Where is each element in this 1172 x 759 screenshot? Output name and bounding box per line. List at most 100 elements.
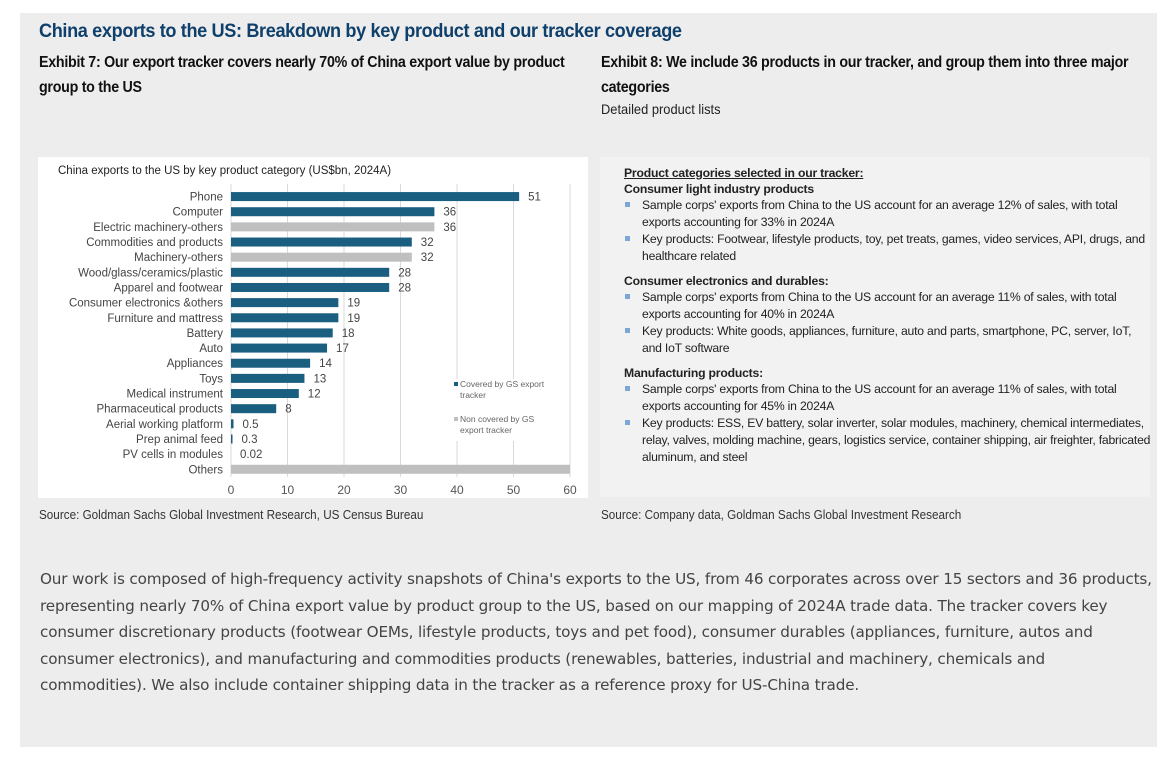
bar bbox=[231, 389, 299, 399]
bar bbox=[231, 267, 390, 277]
bullet-item: Key products: White goods, appliances, f… bbox=[624, 323, 1154, 357]
bullet-item: Key products: Footwear, lifestyle produc… bbox=[624, 231, 1154, 265]
bar bbox=[231, 464, 570, 474]
category-label: Others bbox=[188, 464, 223, 476]
bar bbox=[231, 298, 339, 308]
square-bullet-icon bbox=[625, 420, 630, 425]
labels-layer: Phone 51 Computer 36 Electric machinery-othe… bbox=[69, 192, 541, 477]
value-label: 18 bbox=[342, 328, 355, 340]
x-tick-label: 30 bbox=[394, 483, 408, 497]
chart-svg: China exports to the US by key product c… bbox=[58, 165, 577, 497]
category-label: Medical instrument bbox=[126, 389, 223, 401]
category-title: Consumer light industry products bbox=[624, 182, 814, 196]
bar bbox=[231, 207, 435, 217]
bullet-text: Sample corps' exports from China to the … bbox=[642, 198, 1118, 229]
x-tick-label: 20 bbox=[337, 483, 351, 497]
bar bbox=[231, 434, 233, 444]
bar bbox=[231, 237, 412, 247]
value-label: 13 bbox=[313, 373, 326, 385]
category-label: Aerial working platform bbox=[106, 419, 223, 431]
legend-swatch-covered bbox=[454, 382, 458, 386]
category-block: Consumer light industry products Sample c… bbox=[624, 181, 1154, 265]
value-label: 36 bbox=[443, 207, 456, 219]
bullet-text: Key products: ESS, EV battery, solar inv… bbox=[642, 416, 1151, 464]
category-label: Toys bbox=[199, 373, 223, 385]
page-title: China exports to the US: Breakdown by ke… bbox=[39, 20, 682, 42]
square-bullet-icon bbox=[625, 236, 630, 241]
value-label: 19 bbox=[347, 313, 360, 325]
category-label: Electric machinery-others bbox=[93, 222, 223, 234]
exhibit-7-source: Source: Goldman Sachs Global Investment … bbox=[39, 507, 424, 522]
exhibit-8-source: Source: Company data, Goldman Sachs Glob… bbox=[601, 507, 962, 522]
category-label: Phone bbox=[190, 192, 223, 204]
square-bullet-icon bbox=[625, 294, 630, 299]
value-label: 0.02 bbox=[240, 449, 262, 461]
category-label: Auto bbox=[199, 343, 223, 355]
category-label: Consumer electronics &others bbox=[69, 298, 223, 310]
square-bullet-icon bbox=[625, 328, 630, 333]
bullet-text: Key products: Footwear, lifestyle produc… bbox=[642, 232, 1145, 263]
value-label: 32 bbox=[421, 252, 434, 264]
x-tick-label: 10 bbox=[281, 483, 295, 497]
legend-not-covered-line2: export tracker bbox=[460, 425, 512, 435]
category-title: Manufacturing products: bbox=[624, 366, 763, 380]
value-label: 51 bbox=[528, 192, 541, 204]
legend-swatch-not-covered bbox=[454, 417, 458, 421]
bar bbox=[231, 343, 328, 353]
grid-layer bbox=[230, 184, 571, 477]
value-label: 36 bbox=[443, 222, 456, 234]
value-label: 12 bbox=[308, 389, 321, 401]
bullet-text: Sample corps' exports from China to the … bbox=[642, 382, 1117, 413]
bar bbox=[231, 404, 277, 414]
bar bbox=[231, 419, 234, 429]
value-label: 0.5 bbox=[243, 419, 259, 431]
bar bbox=[231, 252, 412, 262]
report-panel: China exports to the US: Breakdown by ke… bbox=[20, 13, 1157, 747]
ticks-layer: 0 10 20 30 40 50 60 bbox=[228, 483, 577, 497]
value-label: 32 bbox=[421, 237, 434, 249]
category-title: Consumer electronics and durables: bbox=[624, 274, 829, 288]
product-list-heading: Product categories selected in our track… bbox=[624, 166, 864, 180]
category-label: Machinery-others bbox=[134, 252, 223, 264]
bullet-item: Sample corps' exports from China to the … bbox=[624, 381, 1154, 415]
body-paragraph: Our work is composed of high-frequency a… bbox=[40, 570, 1152, 694]
exhibit-7-title: Exhibit 7: Our export tracker covers nea… bbox=[39, 54, 565, 96]
value-label: 28 bbox=[398, 282, 411, 294]
exhibit-8-title: Exhibit 8: We include 36 products in our… bbox=[601, 54, 1129, 96]
legend-covered-line2: tracker bbox=[460, 390, 486, 400]
category-label: Furniture and mattress bbox=[107, 313, 223, 325]
bar-chart: China exports to the US by key product c… bbox=[38, 157, 588, 498]
bullet-item: Sample corps' exports from China to the … bbox=[624, 197, 1154, 231]
bar bbox=[231, 358, 311, 368]
bar bbox=[231, 328, 333, 338]
category-label: Battery bbox=[187, 328, 224, 340]
category-label: Wood/glass/ceramics/plastic bbox=[78, 267, 223, 279]
category-label: Appliances bbox=[167, 358, 224, 370]
category-label: Prep animal feed bbox=[136, 434, 223, 446]
category-label: PV cells in modules bbox=[123, 449, 224, 461]
legend-background bbox=[450, 379, 562, 441]
category-block: Consumer electronics and durables: Sample… bbox=[624, 273, 1154, 357]
category-label: Computer bbox=[173, 207, 224, 219]
exhibit-8-subtitle: Detailed product lists bbox=[601, 101, 721, 117]
category-label: Commodities and products bbox=[86, 237, 223, 249]
value-label: 0.3 bbox=[242, 434, 258, 446]
value-label: 19 bbox=[347, 298, 360, 310]
bar bbox=[231, 313, 339, 323]
bullet-text: Key products: White goods, appliances, f… bbox=[642, 324, 1132, 355]
x-tick-label: 0 bbox=[228, 483, 235, 497]
bar bbox=[231, 373, 305, 383]
legend-not-covered-line1: Non covered by GS bbox=[460, 414, 535, 424]
bullet-item: Key products: ESS, EV battery, solar inv… bbox=[624, 415, 1154, 466]
chart-title: China exports to the US by key product c… bbox=[58, 165, 391, 177]
product-list-box: Product categories selected in our track… bbox=[600, 157, 1150, 497]
bullet-item: Sample corps' exports from China to the … bbox=[624, 289, 1154, 323]
legend-covered-line1: Covered by GS export bbox=[460, 379, 545, 389]
category-block: Manufacturing products: Sample corps' exp… bbox=[624, 365, 1154, 466]
x-tick-label: 40 bbox=[450, 483, 464, 497]
bar bbox=[231, 282, 390, 292]
category-label: Apparel and footwear bbox=[114, 282, 223, 294]
value-label: 17 bbox=[336, 343, 349, 355]
square-bullet-icon bbox=[625, 202, 630, 207]
